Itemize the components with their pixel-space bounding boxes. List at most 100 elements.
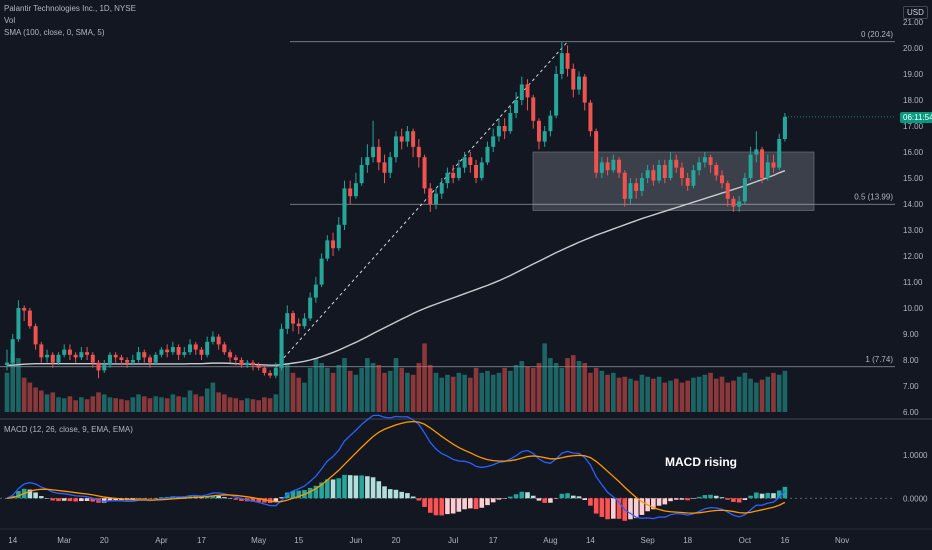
volume-bar bbox=[33, 387, 38, 412]
candle-body bbox=[651, 170, 656, 181]
volume-bar bbox=[719, 376, 725, 412]
volume-bar bbox=[736, 376, 742, 412]
macd-histogram-bar bbox=[553, 498, 559, 499]
macd-histogram-bar bbox=[696, 496, 702, 499]
macd-histogram-bar bbox=[336, 478, 342, 499]
candle-body bbox=[325, 240, 330, 259]
volume-bar bbox=[159, 397, 164, 412]
volume-bar bbox=[599, 370, 605, 412]
macd-histogram-bar bbox=[616, 498, 622, 519]
volume-bar bbox=[696, 376, 702, 412]
macd-histogram-bar bbox=[307, 487, 313, 499]
volume-bar bbox=[479, 372, 485, 412]
candle-body bbox=[708, 157, 713, 165]
y-tick-label: 12.00 bbox=[903, 252, 924, 261]
volume-bar bbox=[731, 380, 736, 412]
volume-bar bbox=[754, 382, 759, 412]
candle-body bbox=[22, 308, 27, 311]
y-tick-label: 18.00 bbox=[903, 96, 924, 105]
volume-bar bbox=[176, 396, 181, 412]
volume-bar bbox=[4, 372, 10, 412]
volume-bar bbox=[570, 355, 576, 412]
macd-histogram-bar bbox=[582, 498, 588, 501]
volume-bar bbox=[227, 397, 233, 412]
currency-button[interactable]: USD bbox=[903, 6, 928, 19]
volume-bar bbox=[342, 358, 347, 412]
candle-body bbox=[16, 308, 21, 340]
candle-body bbox=[628, 183, 633, 199]
candle-body bbox=[176, 347, 181, 355]
macd-histogram-bar bbox=[284, 492, 290, 499]
macd-histogram-bar bbox=[708, 494, 713, 499]
volume-bar bbox=[445, 374, 450, 412]
candle-body bbox=[445, 172, 450, 184]
macd-line bbox=[6, 414, 786, 520]
macd-histogram-bar bbox=[588, 498, 593, 506]
candle-body bbox=[10, 339, 15, 363]
macd-histogram-bar bbox=[736, 498, 742, 503]
macd-histogram-bar bbox=[759, 493, 765, 499]
volume-bar bbox=[399, 367, 404, 412]
volume-bar bbox=[307, 367, 313, 412]
macd-histogram-bar bbox=[130, 498, 136, 500]
macd-histogram-bar bbox=[742, 498, 748, 500]
macd-histogram-bar bbox=[422, 498, 427, 507]
y-tick-label: 9.00 bbox=[903, 330, 919, 339]
candle-body bbox=[508, 113, 513, 132]
volume-bar bbox=[359, 367, 364, 412]
volume-bar bbox=[382, 372, 387, 412]
volume-bar bbox=[296, 377, 302, 412]
x-tick-label: 14 bbox=[586, 536, 595, 545]
candle-body bbox=[331, 240, 336, 249]
volume-bar bbox=[262, 397, 267, 412]
macd-histogram-bar bbox=[61, 498, 67, 501]
x-tick-label: Nov bbox=[835, 536, 849, 545]
macd-histogram-bar bbox=[342, 474, 347, 499]
macd-histogram-bar bbox=[599, 498, 605, 517]
macd-histogram-bar bbox=[107, 498, 113, 502]
macd-histogram-bar bbox=[44, 498, 50, 499]
candle-body bbox=[148, 357, 152, 363]
candle-body bbox=[371, 146, 376, 158]
volume-bar bbox=[422, 343, 427, 412]
candle-body bbox=[165, 349, 170, 353]
volume-bar bbox=[119, 399, 124, 412]
volume-bar bbox=[576, 361, 582, 412]
volume-bar bbox=[548, 358, 553, 412]
candle-body bbox=[554, 74, 559, 116]
candle-body bbox=[662, 165, 667, 178]
volume-bar bbox=[267, 398, 273, 412]
candle-body bbox=[588, 102, 593, 132]
macd-histogram-bar bbox=[370, 477, 376, 499]
candle-body bbox=[737, 201, 742, 207]
candle-body bbox=[342, 188, 347, 225]
volume-bar bbox=[250, 399, 256, 412]
candle-body bbox=[496, 126, 501, 137]
candle-body bbox=[679, 167, 684, 178]
symbol-title: Palantir Technologies Inc., 1D, NYSE bbox=[4, 4, 136, 13]
macd-histogram-bar bbox=[445, 498, 450, 515]
macd-histogram-bar bbox=[233, 498, 239, 500]
volume-bar bbox=[256, 400, 261, 412]
volume-bar bbox=[210, 382, 216, 412]
macd-histogram-bar bbox=[319, 482, 324, 499]
macd-histogram-bar bbox=[256, 498, 261, 503]
candle-body bbox=[125, 360, 130, 363]
candle-body bbox=[268, 373, 273, 376]
macd-histogram-bar bbox=[39, 496, 44, 499]
candle-body bbox=[451, 172, 456, 178]
macd-histogram-bar bbox=[250, 498, 256, 502]
macd-histogram-bar bbox=[79, 498, 84, 502]
candle-body bbox=[754, 149, 759, 155]
macd-histogram-bar bbox=[771, 493, 776, 499]
macd-histogram-bar bbox=[508, 496, 513, 499]
candle-body bbox=[348, 188, 353, 197]
candle-body bbox=[27, 310, 32, 327]
candle-body bbox=[45, 354, 50, 358]
candle-body bbox=[296, 323, 301, 327]
volume-bar bbox=[713, 378, 719, 412]
candle-body bbox=[256, 365, 261, 368]
candle-body bbox=[193, 344, 198, 350]
volume-bar bbox=[765, 376, 771, 412]
